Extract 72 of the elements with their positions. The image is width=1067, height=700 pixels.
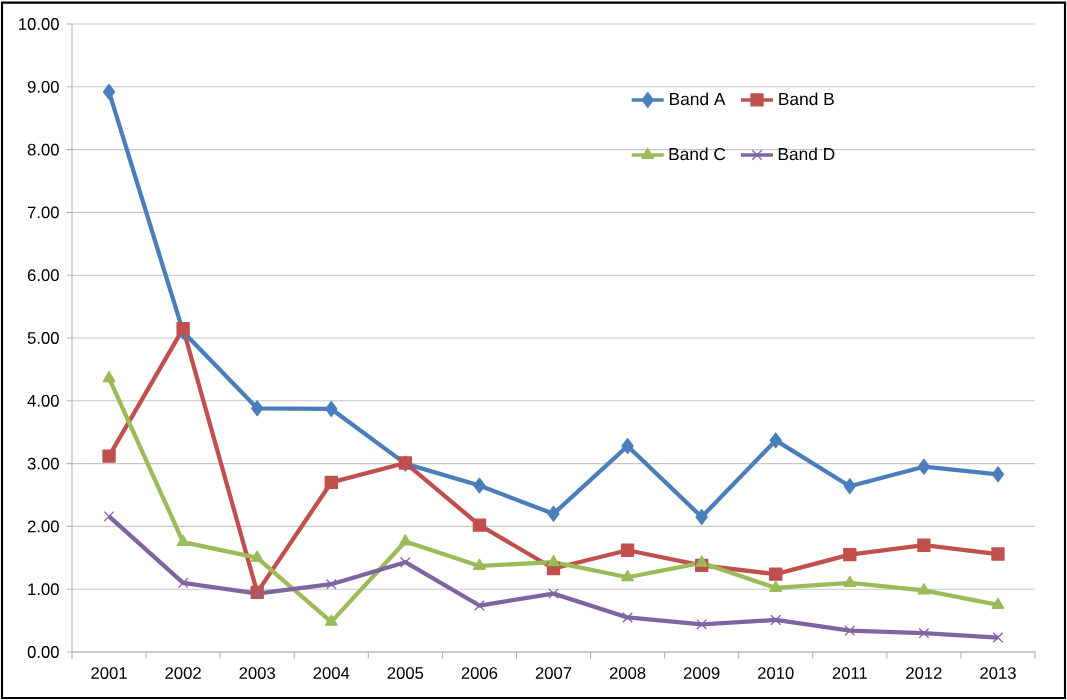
point — [843, 478, 856, 495]
y-tick-label: 5.00 — [27, 332, 59, 344]
y-tick-label: 9.00 — [27, 80, 59, 93]
point — [398, 534, 412, 546]
x-tick-label: 2004 — [313, 667, 350, 679]
point — [843, 575, 857, 587]
point — [176, 534, 190, 547]
point — [472, 558, 486, 570]
x-tick-label: 2003 — [239, 667, 275, 679]
x-tick-label: 2002 — [165, 667, 201, 679]
point — [548, 588, 559, 599]
x-tick-label: 2007 — [535, 667, 572, 679]
point — [991, 547, 1005, 561]
x-tick-label: 2008 — [609, 667, 646, 679]
legend-label: Band C — [669, 147, 726, 161]
point — [102, 370, 116, 383]
point — [547, 505, 560, 522]
point — [992, 632, 1004, 643]
point — [621, 438, 634, 455]
point — [102, 449, 116, 463]
point — [622, 612, 633, 623]
x-tick-label: 2010 — [758, 667, 794, 679]
point — [917, 458, 931, 475]
y-tick-label: 4.00 — [27, 394, 59, 407]
point — [250, 550, 264, 562]
point — [324, 475, 338, 490]
point — [917, 583, 931, 595]
x-tick-label: 2009 — [683, 667, 720, 679]
y-tick-label: 1.00 — [28, 583, 59, 596]
point — [769, 580, 783, 592]
y-tick-label: 2.00 — [27, 520, 59, 533]
point — [696, 618, 708, 630]
legend-label: Band B — [779, 92, 834, 106]
point — [695, 508, 708, 525]
y-tick-label: 6.00 — [27, 269, 59, 282]
point — [991, 466, 1005, 483]
point — [325, 578, 337, 590]
x-tick-label: 2006 — [461, 667, 498, 679]
point — [991, 597, 1005, 609]
point — [325, 400, 338, 417]
point — [844, 625, 856, 637]
x-tick-label: 2011 — [832, 667, 867, 679]
point — [918, 627, 930, 639]
point — [695, 555, 709, 567]
y-tick-label: 7.00 — [27, 206, 59, 219]
point — [473, 477, 486, 494]
y-tick-label: 10.00 — [19, 18, 59, 30]
point — [843, 547, 857, 562]
point — [251, 400, 264, 417]
point — [472, 518, 487, 532]
point — [769, 432, 782, 449]
point — [474, 600, 485, 611]
point — [769, 567, 783, 581]
point — [917, 538, 931, 552]
point — [103, 510, 115, 522]
point — [324, 614, 338, 626]
x-tick-label: 2001 — [91, 667, 127, 679]
point — [547, 554, 560, 567]
point — [399, 556, 411, 568]
y-tick-label: 0.00 — [27, 646, 59, 658]
point — [770, 614, 782, 626]
legend-label: Band A — [670, 92, 726, 106]
x-tick-label: 2012 — [906, 667, 942, 679]
x-tick-label: 2013 — [980, 667, 1016, 679]
y-tick-label: 8.00 — [27, 143, 59, 156]
point — [176, 321, 190, 336]
y-tick-label: 3.00 — [27, 457, 59, 470]
point — [621, 569, 635, 582]
point — [620, 543, 635, 557]
x-tick-label: 2005 — [387, 667, 424, 679]
point — [102, 83, 116, 100]
legend-label: Band D — [778, 147, 835, 161]
